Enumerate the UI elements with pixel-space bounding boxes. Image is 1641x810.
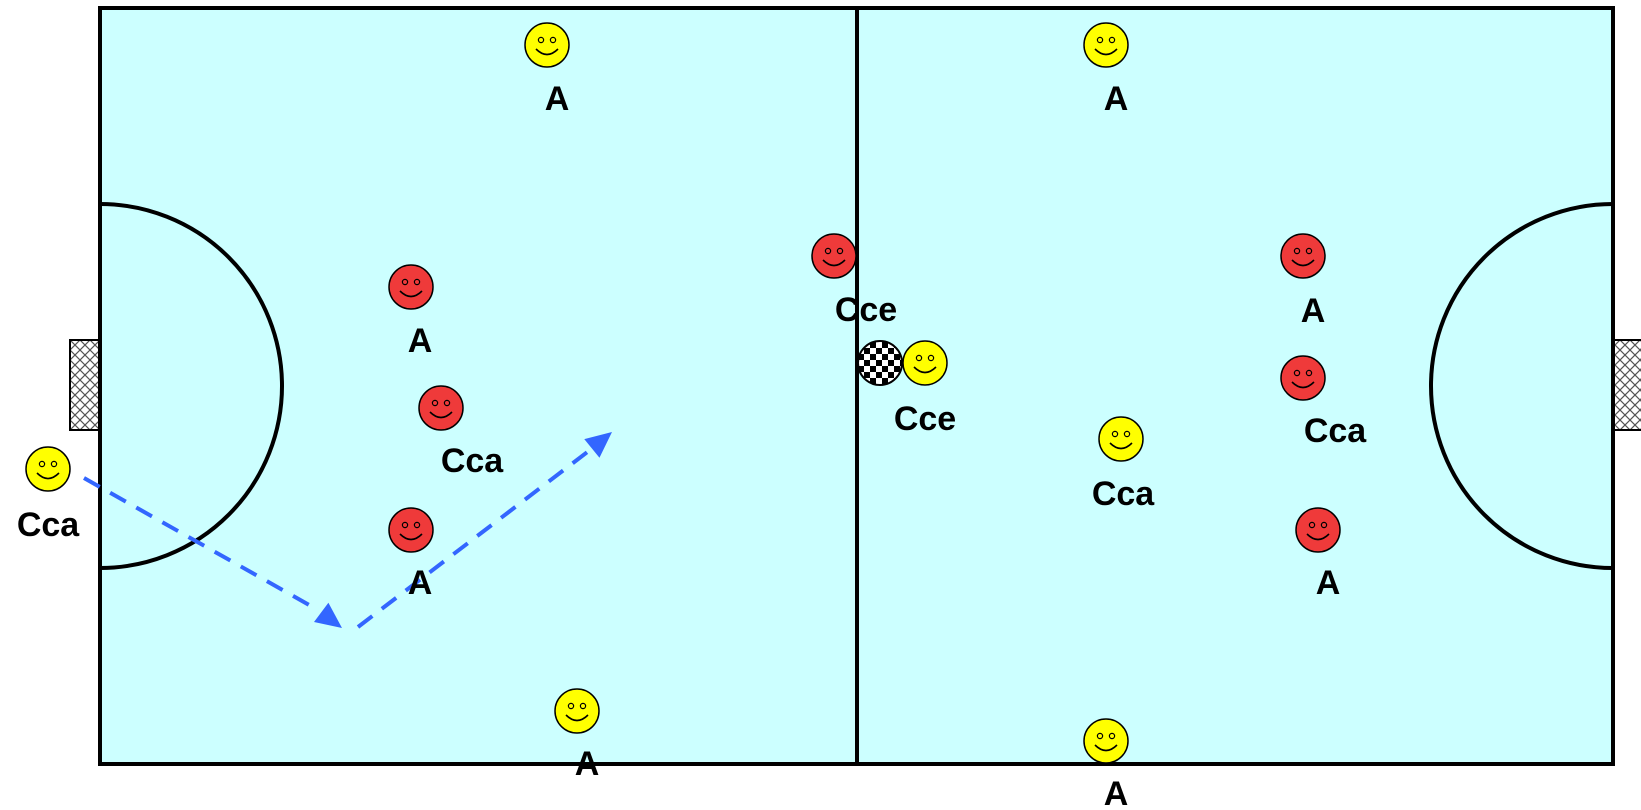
players-layer: A A A A Cca Cce Cca A Cca A Cce A Cca A: [17, 22, 1367, 810]
player-r-right-mid: Cca: [1280, 355, 1367, 450]
player-r-left-upper: A: [388, 264, 434, 360]
player-label: Cca: [17, 506, 80, 544]
smiley-red-icon: [1280, 233, 1326, 279]
smiley-red-icon: [388, 264, 434, 310]
smiley-red-icon: [811, 233, 857, 279]
checkered-ball-icon: [857, 340, 903, 386]
smiley-yellow-icon: [902, 340, 948, 386]
player-label: Cce: [894, 400, 956, 438]
run-segment-2: [356, 448, 592, 629]
player-y-bottom-left: A: [554, 688, 600, 783]
player-label: Cce: [835, 291, 897, 329]
player-label: Cca: [1092, 475, 1155, 513]
player-y-top-left: A: [524, 22, 570, 118]
smiley-yellow-icon: [1083, 718, 1129, 764]
player-y-bottom-right: A: [1083, 718, 1129, 810]
smiley-yellow-icon: [1098, 416, 1144, 462]
player-label: A: [408, 322, 433, 360]
player-label: A: [545, 80, 570, 118]
player-y-right-mid: Cca: [1092, 416, 1155, 513]
dashed-run-arrow: [83, 432, 612, 629]
smiley-red-icon: [1295, 507, 1341, 553]
player-label: A: [1104, 775, 1129, 810]
player-label: A: [1104, 80, 1129, 118]
player-label: Cca: [1304, 412, 1367, 450]
player-label: A: [408, 564, 433, 602]
smiley-yellow-icon: [25, 446, 71, 492]
smiley-yellow-icon: [524, 22, 570, 68]
smiley-red-icon: [418, 385, 464, 431]
right-penalty-arc: [1429, 202, 1614, 570]
player-r-right-lower: A: [1295, 507, 1341, 602]
player-y-outside-left: Cca: [17, 446, 80, 544]
player-label: A: [1301, 292, 1326, 330]
player-r-center: Cce: [811, 233, 897, 329]
player-label: A: [1316, 564, 1341, 602]
player-r-left-mid: Cca: [418, 385, 504, 480]
player-label: A: [575, 745, 600, 783]
player-y-center: Cce: [894, 340, 956, 438]
run-segment-1: [83, 476, 319, 612]
smiley-yellow-icon: [554, 688, 600, 734]
player-y-top-right: A: [1083, 22, 1129, 118]
player-label: Cca: [441, 442, 504, 480]
smiley-yellow-icon: [1083, 22, 1129, 68]
right-goal: [1612, 339, 1641, 431]
left-penalty-arc: [99, 202, 284, 570]
arrowhead-icon: [584, 432, 612, 458]
arrowhead-icon: [314, 602, 342, 628]
player-r-right-upper: A: [1280, 233, 1326, 330]
player-r-left-lower: A: [388, 507, 434, 602]
smiley-red-icon: [388, 507, 434, 553]
smiley-red-icon: [1280, 355, 1326, 401]
left-goal: [69, 339, 101, 431]
